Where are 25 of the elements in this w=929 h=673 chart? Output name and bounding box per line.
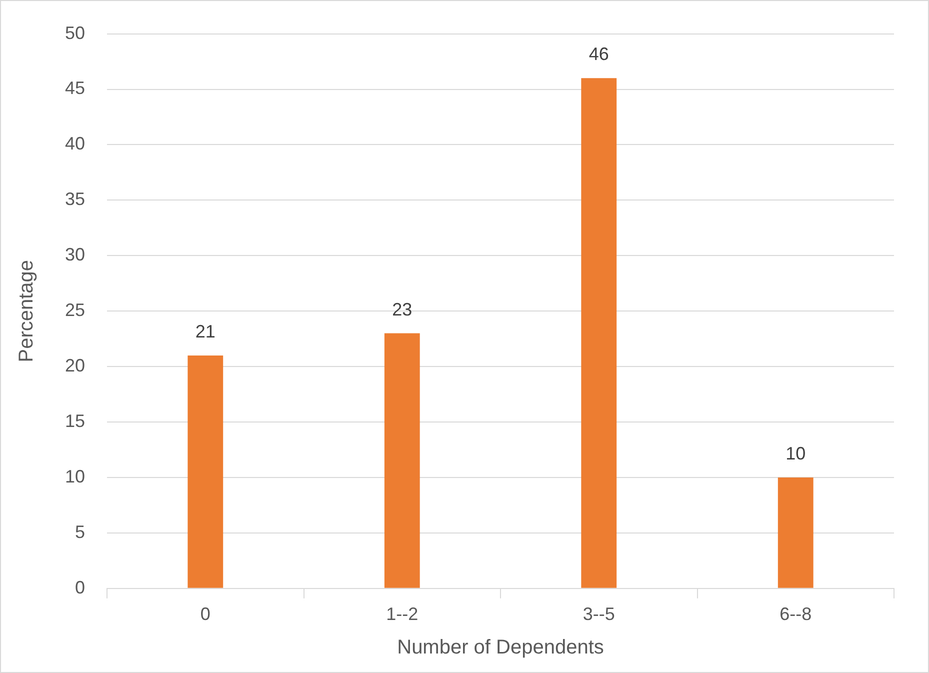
y-tick-label: 35 [64, 189, 86, 210]
x-tick-label: 1--2 [386, 604, 418, 624]
data-label: 10 [786, 443, 806, 464]
y-tick-label: 0 [75, 577, 86, 598]
bar [581, 78, 617, 588]
y-tick-label: 30 [64, 244, 86, 265]
y-tick-label: 15 [64, 410, 86, 431]
y-tick-label: 45 [64, 78, 86, 98]
y-tick-label: 25 [64, 300, 86, 320]
y-tick-label: 50 [64, 22, 86, 43]
data-label: 21 [195, 321, 216, 342]
y-tick-label: 5 [75, 522, 86, 542]
x-tick-label: 6--8 [780, 604, 812, 624]
y-tick-label: 10 [64, 466, 86, 486]
y-axis-title: Percentage [16, 260, 38, 362]
x-tick-label: 0 [200, 604, 210, 624]
bar [384, 333, 420, 588]
x-axis-title: Number of Dependents [397, 636, 604, 659]
x-tick-label: 3--5 [582, 604, 615, 624]
bar [188, 355, 224, 588]
data-label: 23 [392, 299, 412, 320]
y-tick-label: 20 [64, 356, 86, 376]
data-label: 46 [588, 44, 609, 64]
bar [778, 477, 814, 588]
y-tick-label: 40 [64, 134, 86, 154]
